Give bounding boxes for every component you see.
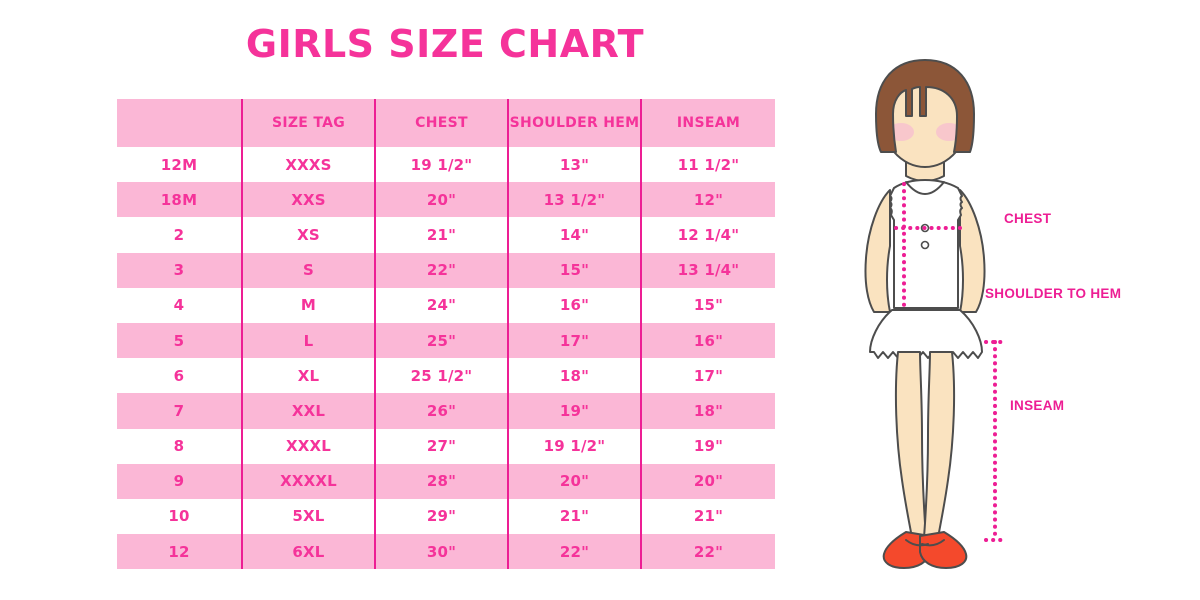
- cell-inseam: 17": [693, 366, 724, 385]
- cell-size: 12: [117, 534, 243, 570]
- cell-size: 2: [117, 217, 243, 253]
- cell-chest: 25 1/2": [375, 358, 509, 394]
- cell-inseam: 15": [693, 296, 724, 315]
- annotation-chest: CHEST: [1004, 211, 1052, 226]
- cell-size: 6: [117, 358, 243, 394]
- cell-inseam: 12": [693, 190, 724, 209]
- column-header-size-tag: SIZE TAG: [242, 99, 376, 147]
- cell-size: 5: [117, 322, 243, 359]
- column-header-shoulder-hem: SHOULDER HEM: [508, 99, 642, 147]
- cell-shoulder-hem: 19 1/2": [508, 428, 642, 464]
- table-row: 2 XS 21" 14" 12 1/4": [117, 217, 775, 253]
- cell-inseam: 16": [693, 331, 724, 350]
- cell-size-tag: XXS: [242, 182, 376, 218]
- cell-chest: 25": [375, 322, 509, 359]
- cell-size: 8: [117, 428, 243, 464]
- cell-shoulder-hem: 17": [508, 322, 642, 359]
- cell-chest: 20": [375, 182, 509, 218]
- cell-shoulder-hem: 21": [508, 498, 642, 535]
- cell-chest: 29": [375, 498, 509, 535]
- cell-chest: 28": [375, 463, 509, 499]
- column-header-size: [117, 99, 243, 147]
- size-chart-table-wrapper: SIZE TAG CHEST SHOULDER HEM INSEAM 12M X…: [117, 99, 775, 570]
- table-row: 7 XXL 26" 19" 18": [117, 393, 775, 429]
- annotation-shoulder-to-hem: SHOULDER TO HEM: [985, 286, 1122, 301]
- cell-inseam: 18": [693, 401, 724, 420]
- cell-size-tag: 5XL: [242, 498, 376, 535]
- cell-inseam: 21": [693, 507, 724, 526]
- table-row: 5 L 25" 17" 16": [117, 322, 775, 359]
- cell-size: 10: [117, 498, 243, 535]
- column-header-inseam: INSEAM: [676, 115, 741, 131]
- table-header-row: SIZE TAG CHEST SHOULDER HEM INSEAM: [117, 99, 775, 147]
- table-row: 10 5XL 29" 21" 21": [117, 498, 775, 535]
- table-row: 12 6XL 30" 22" 22": [117, 534, 775, 570]
- cell-inseam: 20": [693, 472, 724, 491]
- cell-size-tag: 6XL: [242, 534, 376, 570]
- cell-chest: 26": [375, 393, 509, 429]
- cell-size: 3: [117, 252, 243, 288]
- girl-illustration: [820, 40, 1030, 580]
- column-header-chest: CHEST: [375, 99, 509, 147]
- cell-shoulder-hem: 22": [508, 534, 642, 570]
- cell-size: 12M: [117, 147, 243, 183]
- table-row: 4 M 24" 16" 15": [117, 287, 775, 323]
- cell-shoulder-hem: 16": [508, 287, 642, 323]
- cell-size: 4: [117, 287, 243, 323]
- cell-size-tag: XXXXL: [242, 463, 376, 499]
- table-row: 8 XXXL 27" 19 1/2" 19": [117, 428, 775, 464]
- cell-size-tag: M: [242, 287, 376, 323]
- cell-size-tag: XXXL: [242, 428, 376, 464]
- cell-size-tag: L: [242, 322, 376, 359]
- cell-shoulder-hem: 14": [508, 217, 642, 253]
- size-chart-table: SIZE TAG CHEST SHOULDER HEM INSEAM 12M X…: [117, 99, 775, 570]
- cell-size: 18M: [117, 182, 243, 218]
- table-row: 3 S 22" 15" 13 1/4": [117, 252, 775, 288]
- cell-shoulder-hem: 13": [508, 147, 642, 183]
- cell-chest: 22": [375, 252, 509, 288]
- cell-size-tag: XL: [242, 358, 376, 394]
- table-row: 18M XXS 20" 13 1/2" 12": [117, 182, 775, 218]
- cell-size: 7: [117, 393, 243, 429]
- cell-size-tag: S: [242, 252, 376, 288]
- cell-size: 9: [117, 463, 243, 499]
- cell-chest: 30": [375, 534, 509, 570]
- cell-size-tag: XXXS: [242, 147, 376, 183]
- cell-size-tag: XXL: [242, 393, 376, 429]
- table-row: 12M XXXS 19 1/2" 13" 11 1/2": [117, 147, 775, 183]
- cell-chest: 21": [375, 217, 509, 253]
- cell-inseam: 22": [693, 542, 724, 561]
- cell-inseam: 12 1/4": [677, 225, 740, 244]
- page-title: GIRLS SIZE CHART: [245, 22, 645, 66]
- cell-inseam: 11 1/2": [677, 155, 740, 174]
- table-row: 9 XXXXL 28" 20" 20": [117, 463, 775, 499]
- cell-shoulder-hem: 18": [508, 358, 642, 394]
- table-row: 6 XL 25 1/2" 18" 17": [117, 358, 775, 394]
- annotation-inseam: INSEAM: [1010, 398, 1065, 413]
- cell-inseam: 19": [693, 437, 724, 456]
- cell-shoulder-hem: 13 1/2": [508, 182, 642, 218]
- cell-shoulder-hem: 20": [508, 463, 642, 499]
- cell-shoulder-hem: 19": [508, 393, 642, 429]
- cell-inseam: 13 1/4": [677, 261, 740, 280]
- cell-chest: 27": [375, 428, 509, 464]
- cell-chest: 24": [375, 287, 509, 323]
- cell-size-tag: XS: [242, 217, 376, 253]
- cell-chest: 19 1/2": [375, 147, 509, 183]
- cell-shoulder-hem: 15": [508, 252, 642, 288]
